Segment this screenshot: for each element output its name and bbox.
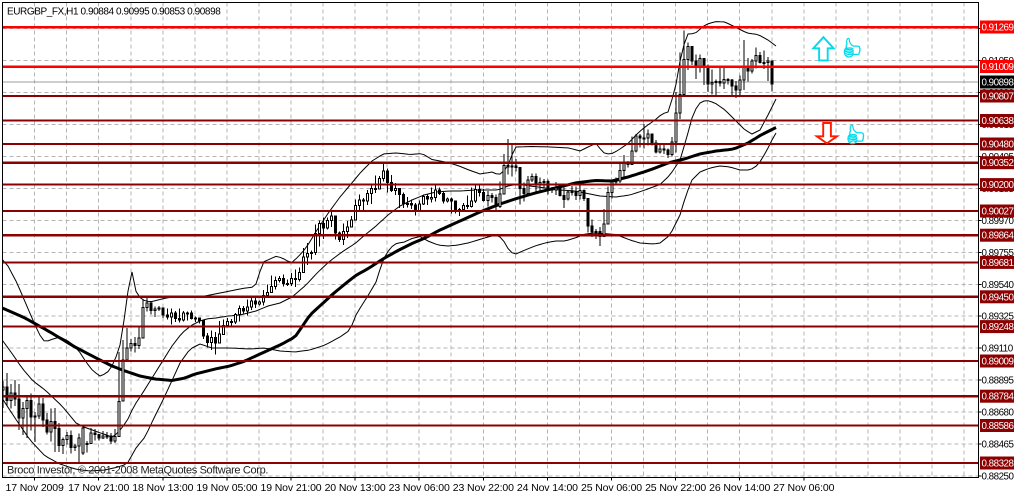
svg-text:0.88586: 0.88586 — [982, 421, 1014, 432]
svg-text:27 Nov 06:00: 27 Nov 06:00 — [773, 482, 834, 494]
svg-text:18 Nov 13:00: 18 Nov 13:00 — [132, 482, 193, 494]
svg-text:EURGBP_FX,H1 0.90884 0.90995: EURGBP_FX,H1 0.90884 0.90995 0.90853 0.9… — [7, 7, 221, 18]
svg-text:0.89009: 0.89009 — [982, 357, 1014, 368]
svg-text:26 Nov 14:00: 26 Nov 14:00 — [709, 482, 770, 494]
svg-text:Broco Investor, © 2001-2008 Me: Broco Investor, © 2001-2008 MetaQuotes S… — [7, 465, 268, 477]
svg-text:0.89110: 0.89110 — [982, 344, 1014, 355]
svg-text:0.89864: 0.89864 — [982, 231, 1014, 242]
svg-text:0.90352: 0.90352 — [982, 158, 1014, 169]
svg-text:25 Nov 06:00: 25 Nov 06:00 — [581, 482, 642, 494]
svg-text:24 Nov 14:00: 24 Nov 14:00 — [517, 482, 578, 494]
svg-text:0.89540: 0.89540 — [982, 280, 1014, 291]
svg-text:0.89970: 0.89970 — [982, 216, 1014, 227]
svg-text:0.89450: 0.89450 — [982, 292, 1014, 303]
svg-text:0.89248: 0.89248 — [982, 322, 1014, 333]
svg-text:0.90898: 0.90898 — [982, 78, 1014, 89]
svg-text:25 Nov 22:00: 25 Nov 22:00 — [645, 482, 706, 494]
svg-text:0.88250: 0.88250 — [982, 471, 1014, 482]
svg-text:19 Nov 21:00: 19 Nov 21:00 — [260, 482, 321, 494]
svg-text:0.89681: 0.89681 — [982, 258, 1014, 269]
svg-text:0.88465: 0.88465 — [982, 440, 1014, 451]
svg-text:0.91009: 0.91009 — [982, 62, 1014, 73]
svg-text:17 Nov 21:00: 17 Nov 21:00 — [68, 482, 129, 494]
svg-text:0.90638: 0.90638 — [982, 116, 1014, 127]
svg-text:17 Nov 2009: 17 Nov 2009 — [5, 482, 64, 494]
svg-text:20 Nov 13:00: 20 Nov 13:00 — [325, 482, 386, 494]
svg-text:0.90807: 0.90807 — [982, 92, 1014, 103]
svg-text:23 Nov 06:00: 23 Nov 06:00 — [389, 482, 450, 494]
svg-text:0.88680: 0.88680 — [982, 408, 1014, 419]
svg-text:0.91269: 0.91269 — [982, 23, 1014, 34]
svg-text:0.88328: 0.88328 — [982, 459, 1014, 470]
svg-text:0.90027: 0.90027 — [982, 207, 1014, 218]
svg-text:0.90480: 0.90480 — [982, 140, 1014, 151]
svg-text:23 Nov 22:00: 23 Nov 22:00 — [453, 482, 514, 494]
svg-text:0.90200: 0.90200 — [982, 180, 1014, 191]
svg-text:0.88784: 0.88784 — [982, 392, 1014, 403]
svg-text:0.88895: 0.88895 — [982, 376, 1014, 387]
svg-text:19 Nov 05:00: 19 Nov 05:00 — [196, 482, 257, 494]
